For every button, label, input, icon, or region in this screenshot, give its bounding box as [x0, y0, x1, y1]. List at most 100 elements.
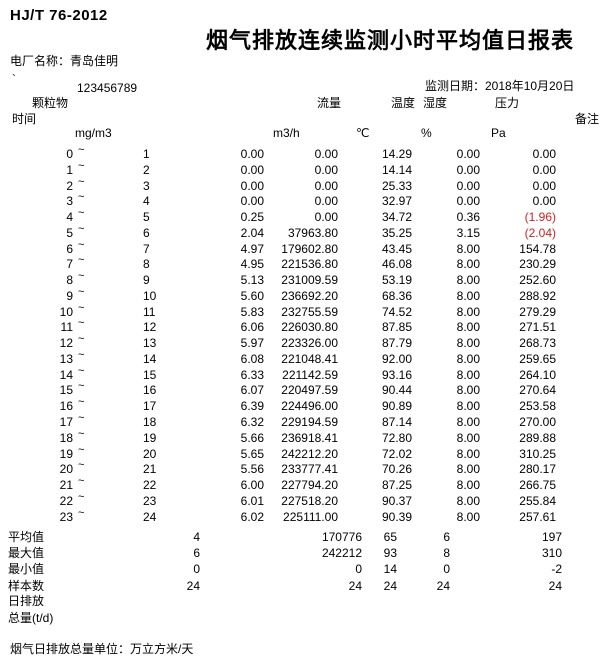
- hour-end-cell: 16: [143, 383, 157, 398]
- summary-temp-cell: 65: [383, 530, 397, 544]
- range-tilde: ~: [78, 412, 85, 425]
- pressure-value-cell: 270.64: [519, 383, 556, 398]
- flow-value-cell: 226030.80: [281, 320, 338, 335]
- range-tilde: ~: [78, 348, 85, 361]
- hour-end-cell: 6: [143, 225, 150, 240]
- temp-value-cell: 68.36: [381, 288, 412, 303]
- pressure-value-cell: 0.00: [532, 147, 556, 161]
- temp-value-cell: 90.39: [381, 509, 412, 524]
- flow-value-cell: 231009.59: [281, 273, 338, 288]
- range-tilde: ~: [78, 333, 85, 346]
- pm-value-cell: 6.00: [240, 478, 264, 493]
- table-row: 5 ~ 6 2.04 37963.80 35.25 3.15 (2.04): [0, 223, 602, 242]
- pm-value-cell: 6.32: [240, 415, 264, 430]
- table-row: 22 ~ 23 6.01 227518.20 90.37 8.00 255.84: [0, 491, 602, 510]
- temp-value-cell: 32.97: [381, 194, 412, 209]
- hour-end-cell: 14: [143, 351, 157, 366]
- humidity-value-cell: 8.00: [456, 446, 480, 461]
- hour-start-cell: 14: [59, 367, 73, 382]
- hourly-data-rows: 0 ~ 1 0.00 0.00 14.29 0.00 0.00 1 ~ 2 0.…: [0, 144, 602, 526]
- temp-value-cell: 93.16: [381, 367, 412, 382]
- pm-value-cell: 5.56: [240, 462, 264, 477]
- pm-value-cell: 0.25: [240, 210, 264, 225]
- monitor-date-label: 监测日期：2018年10月20日: [425, 79, 575, 93]
- flow-value-cell: 236692.20: [281, 288, 338, 303]
- temp-value-cell: 72.02: [381, 446, 412, 461]
- temp-value-cell: 72.80: [381, 430, 412, 445]
- pm-value-cell: 4.95: [240, 257, 264, 272]
- hour-end-cell: 7: [143, 241, 150, 256]
- temp-value-cell: 35.25: [381, 225, 412, 240]
- pressure-value-cell: 270.00: [519, 415, 556, 430]
- unit-temp: ℃: [356, 126, 370, 140]
- hour-end-cell: 20: [143, 446, 157, 461]
- pressure-value-cell: 257.61: [519, 509, 556, 524]
- table-row: 17 ~ 18 6.32 229194.59 87.14 8.00 270.00: [0, 412, 602, 431]
- summary-temp-cell: 93: [383, 546, 397, 561]
- humidity-value-cell: 8.00: [456, 367, 480, 382]
- range-tilde: ~: [78, 396, 85, 409]
- column-header-pm: 颗粒物: [32, 96, 69, 110]
- humidity-value-cell: 8.00: [456, 351, 480, 366]
- pm-value-cell: 0.00: [240, 178, 264, 193]
- flow-value-cell: 221142.59: [282, 367, 338, 382]
- hour-start-cell: 20: [59, 462, 73, 477]
- unit-pm: mg/m3: [75, 126, 112, 140]
- pressure-value-cell: 279.29: [519, 304, 556, 319]
- pressure-value-cell: 0.00: [532, 162, 556, 177]
- humidity-value-cell: 8.00: [456, 509, 480, 524]
- hour-end-cell: 13: [143, 336, 157, 351]
- flow-value-cell: 0.00: [314, 210, 338, 225]
- pm-value-cell: 0.00: [240, 194, 264, 209]
- pressure-value-cell: 255.84: [519, 493, 556, 508]
- summary-row: 平均值 4 170776 65 6 197: [0, 529, 602, 545]
- humidity-value-cell: 8.00: [456, 462, 480, 477]
- table-row: 10 ~ 11 5.83 232755.59 74.52 8.00 279.29: [0, 302, 602, 321]
- table-row: 7 ~ 8 4.95 221536.80 46.08 8.00 230.29: [0, 254, 602, 273]
- pressure-value-cell: 310.25: [519, 446, 556, 461]
- summary-label: 最大值: [8, 546, 45, 561]
- hour-start-cell: 9: [66, 288, 73, 303]
- table-row: 20 ~ 21 5.56 233777.41 70.26 8.00 280.17: [0, 459, 602, 478]
- hour-start-cell: 16: [59, 399, 73, 414]
- hour-start-cell: 6: [66, 241, 73, 256]
- hour-end-cell: 4: [143, 194, 150, 209]
- temp-value-cell: 34.72: [381, 210, 412, 225]
- pressure-value-cell: 259.65: [519, 351, 556, 366]
- hour-start-cell: 22: [59, 493, 73, 508]
- pressure-value-cell: 289.88: [519, 430, 556, 445]
- range-tilde: ~: [78, 427, 85, 440]
- humidity-value-cell: 8.00: [456, 415, 480, 430]
- table-row: 11 ~ 12 6.06 226030.80 87.85 8.00 271.51: [0, 317, 602, 336]
- humidity-value-cell: 3.15: [456, 225, 480, 240]
- table-row: 6 ~ 7 4.97 179602.80 43.45 8.00 154.78: [0, 239, 602, 258]
- hour-end-cell: 15: [143, 367, 157, 382]
- humidity-value-cell: 8.00: [456, 478, 480, 493]
- hour-start-cell: 2: [66, 178, 73, 193]
- range-tilde: ~: [78, 443, 85, 456]
- pm-value-cell: 0.00: [240, 147, 264, 161]
- range-tilde: ~: [78, 459, 85, 472]
- range-tilde: ~: [78, 191, 85, 204]
- summary-pm-cell: 6: [193, 546, 200, 561]
- pm-value-cell: 6.02: [240, 509, 264, 524]
- hour-end-cell: 2: [143, 162, 150, 177]
- range-tilde: ~: [78, 380, 85, 393]
- pm-value-cell: 5.83: [240, 304, 264, 319]
- summary-label: 最小值: [8, 562, 45, 577]
- flow-value-cell: 221536.80: [281, 257, 338, 272]
- table-row: 2 ~ 3 0.00 0.00 25.33 0.00 0.00: [0, 176, 602, 195]
- pressure-value-cell: 288.92: [519, 288, 556, 303]
- humidity-value-cell: 8.00: [456, 383, 480, 398]
- pm-value-cell: 5.60: [240, 288, 264, 303]
- standard-number: HJ/T 76-2012: [10, 7, 108, 24]
- pressure-value-cell: 271.51: [519, 320, 556, 335]
- humidity-value-cell: 8.00: [456, 241, 480, 256]
- table-row: 3 ~ 4 0.00 0.00 32.97 0.00 0.00: [0, 191, 602, 210]
- hour-start-cell: 1: [66, 162, 73, 177]
- pm-value-cell: 0.00: [240, 162, 264, 177]
- pressure-value-cell: 280.17: [519, 462, 556, 477]
- hour-start-cell: 8: [66, 273, 73, 288]
- table-row: 23 ~ 24 6.02 225111.00 90.39 8.00 257.61: [0, 507, 602, 526]
- summary-pm-cell: 4: [193, 530, 200, 544]
